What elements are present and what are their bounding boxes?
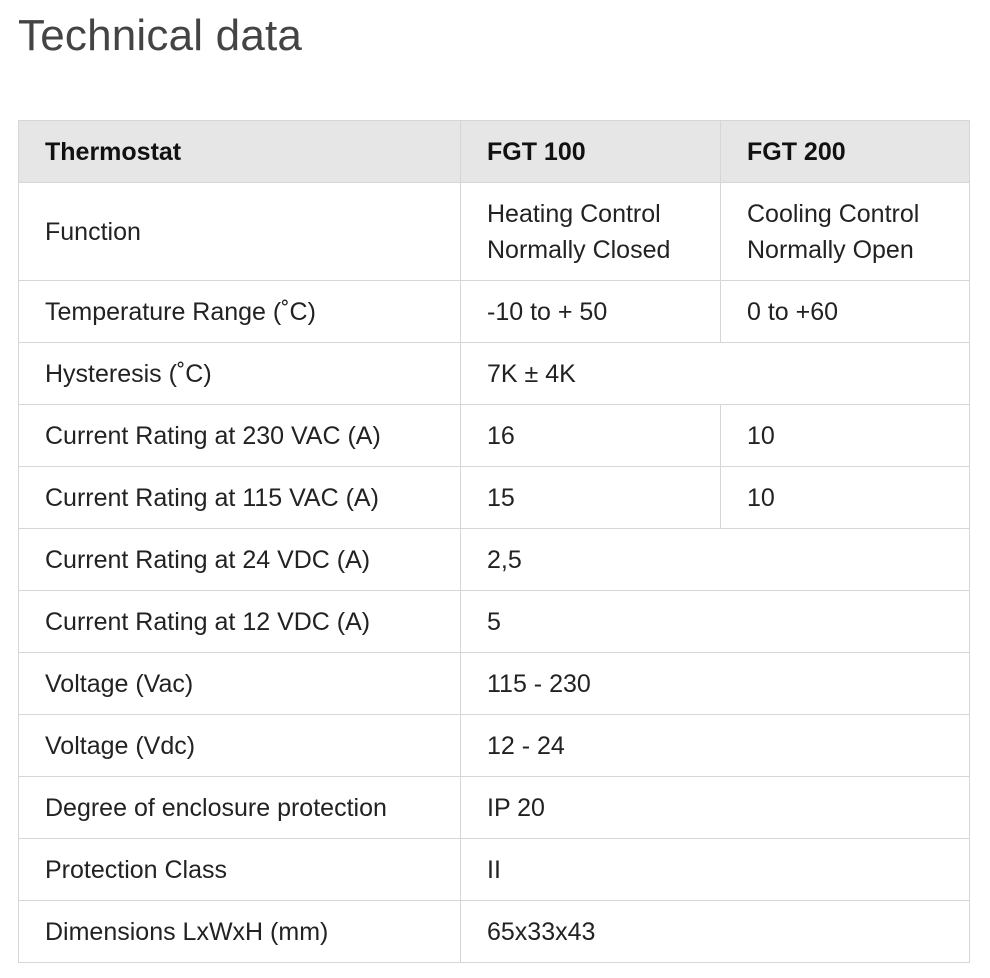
table-row: Degree of enclosure protection IP 20 [18, 776, 970, 839]
fgt-100-value-line: Normally Closed [487, 235, 671, 264]
row-label: Current Rating at 24 VDC (A) [18, 528, 461, 591]
fgt-100-value: -10 to + 50 [460, 280, 721, 343]
fgt-200-value-line: Normally Open [747, 235, 914, 264]
fgt-200-value: 10 [720, 466, 970, 529]
shared-value: 5 [460, 590, 970, 653]
shared-value: II [460, 838, 970, 901]
fgt-100-value: 15 [460, 466, 721, 529]
shared-value: IP 20 [460, 776, 970, 839]
row-label: Current Rating at 115 VAC (A) [18, 466, 461, 529]
fgt-200-value: 10 [720, 404, 970, 467]
header-fgt-200: FGT 200 [720, 120, 970, 183]
table-row: Function Heating Control Normally Closed… [18, 182, 970, 281]
fgt-200-value: Cooling Control Normally Open [720, 182, 970, 281]
shared-value: 65x33x43 [460, 900, 970, 963]
table-row: Hysteresis (˚C) 7K ± 4K [18, 342, 970, 405]
technical-data-table: Thermostat FGT 100 FGT 200 Function Heat… [18, 120, 970, 963]
row-label: Protection Class [18, 838, 461, 901]
header-thermostat: Thermostat [18, 120, 461, 183]
shared-value: 2,5 [460, 528, 970, 591]
table-row: Current Rating at 115 VAC (A) 15 10 [18, 466, 970, 529]
table-row: Temperature Range (˚C) -10 to + 50 0 to … [18, 280, 970, 343]
table-row: Current Rating at 230 VAC (A) 16 10 [18, 404, 970, 467]
shared-value: 115 - 230 [460, 652, 970, 715]
row-label: Voltage (Vdc) [18, 714, 461, 777]
page-title: Technical data [18, 11, 303, 60]
fgt-200-value: 0 to +60 [720, 280, 970, 343]
table-row: Current Rating at 12 VDC (A) 5 [18, 590, 970, 653]
row-label: Function [18, 182, 461, 281]
table-row: Voltage (Vdc) 12 - 24 [18, 714, 970, 777]
row-label: Hysteresis (˚C) [18, 342, 461, 405]
row-label: Degree of enclosure protection [18, 776, 461, 839]
header-fgt-100: FGT 100 [460, 120, 721, 183]
table-row: Protection Class II [18, 838, 970, 901]
shared-value: 7K ± 4K [460, 342, 970, 405]
table-row: Voltage (Vac) 115 - 230 [18, 652, 970, 715]
table-row: Dimensions LxWxH (mm) 65x33x43 [18, 900, 970, 963]
row-label: Current Rating at 230 VAC (A) [18, 404, 461, 467]
fgt-200-value-line: Cooling Control [747, 199, 920, 228]
shared-value: 12 - 24 [460, 714, 970, 777]
fgt-100-value-line: Heating Control [487, 199, 661, 228]
row-label: Current Rating at 12 VDC (A) [18, 590, 461, 653]
row-label: Voltage (Vac) [18, 652, 461, 715]
row-label: Dimensions LxWxH (mm) [18, 900, 461, 963]
table-row: Current Rating at 24 VDC (A) 2,5 [18, 528, 970, 591]
table-header-row: Thermostat FGT 100 FGT 200 [18, 120, 970, 183]
fgt-100-value: Heating Control Normally Closed [460, 182, 721, 281]
fgt-100-value: 16 [460, 404, 721, 467]
row-label: Temperature Range (˚C) [18, 280, 461, 343]
